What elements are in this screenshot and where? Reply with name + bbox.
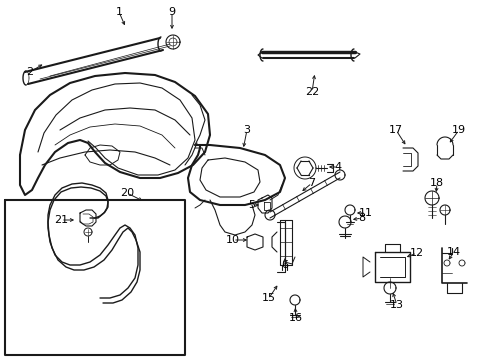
Text: 17: 17 [388, 125, 402, 135]
Text: 7: 7 [308, 178, 315, 188]
Text: 6: 6 [281, 260, 288, 270]
Text: 14: 14 [446, 247, 460, 257]
Text: 8: 8 [358, 213, 365, 223]
Text: 2: 2 [26, 67, 34, 77]
Text: 16: 16 [288, 313, 303, 323]
Text: 15: 15 [262, 293, 275, 303]
Text: 3: 3 [243, 125, 250, 135]
Text: 13: 13 [389, 300, 403, 310]
Text: 12: 12 [409, 248, 423, 258]
Text: 19: 19 [451, 125, 465, 135]
Text: 11: 11 [358, 208, 372, 218]
Text: 5: 5 [248, 200, 255, 210]
Text: 9: 9 [168, 7, 175, 17]
Text: 22: 22 [304, 87, 319, 97]
Text: 18: 18 [429, 178, 443, 188]
Text: 1: 1 [115, 7, 122, 17]
Text: 20: 20 [120, 188, 134, 198]
Text: 21: 21 [54, 215, 68, 225]
Text: 10: 10 [225, 235, 240, 245]
Text: 4: 4 [334, 162, 341, 172]
